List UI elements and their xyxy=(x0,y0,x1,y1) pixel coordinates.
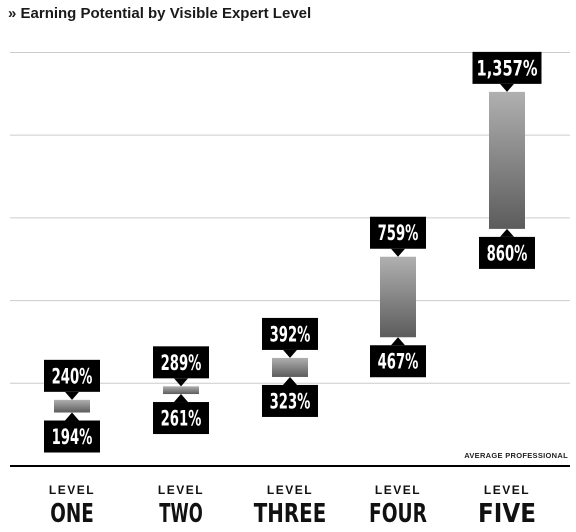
category-prefix-level-4: LEVEL xyxy=(375,483,421,497)
low-label-level-5-box xyxy=(479,236,535,269)
high-label-level-2: 289% xyxy=(153,346,209,387)
category-name-level-5: FIVE xyxy=(478,499,536,529)
low-label-level-5: 860% xyxy=(479,228,535,269)
low-label-level-2-text: 261% xyxy=(161,407,202,431)
high-label-level-2-box xyxy=(153,346,209,379)
bar-level-2 xyxy=(163,386,199,395)
bar-level-3 xyxy=(272,357,308,377)
category-name-level-1: ONE xyxy=(50,499,94,529)
high-label-level-1-pointer xyxy=(65,391,79,400)
low-label-level-5-text: 860% xyxy=(487,241,528,265)
low-label-level-3-box xyxy=(262,384,318,417)
low-label-level-1-pointer xyxy=(65,412,79,421)
high-label-level-5: 1,357% xyxy=(472,51,542,92)
low-label-level-1-text: 194% xyxy=(52,425,93,449)
high-label-level-3: 392% xyxy=(262,317,318,358)
low-label-level-1-box xyxy=(44,420,100,453)
category-prefix-level-2: LEVEL xyxy=(158,483,204,497)
low-label-level-1: 194% xyxy=(44,412,100,453)
bar-level-5 xyxy=(489,91,525,229)
high-label-level-4-box xyxy=(370,216,426,249)
low-label-level-5-pointer xyxy=(500,228,514,237)
bar-level-1 xyxy=(54,399,90,413)
high-label-level-3-text: 392% xyxy=(270,322,311,346)
high-label-level-4-text: 759% xyxy=(378,221,419,245)
bar-level-4 xyxy=(380,256,416,338)
category-name-level-3: THREE xyxy=(254,499,327,529)
high-label-level-2-pointer xyxy=(174,378,188,387)
high-label-level-3-pointer xyxy=(283,349,297,358)
high-label-level-5-text: 1,357% xyxy=(477,56,538,80)
baseline-label: AVERAGE PROFESSIONAL xyxy=(464,451,568,460)
high-label-level-5-pointer xyxy=(500,83,514,92)
bars xyxy=(54,91,525,413)
value-labels: 240% 194% 289% 261% 392% 323% 759% 467% 1,357% 86… xyxy=(44,51,542,453)
category-prefix-level-1: LEVEL xyxy=(49,483,95,497)
high-label-level-1-text: 240% xyxy=(52,364,93,388)
x-axis: AVERAGE PROFESSIONAL LEVEL ONE LEVEL TWO LEVE… xyxy=(10,451,570,529)
category-name-level-4: FOUR xyxy=(369,499,427,529)
low-label-level-3-pointer xyxy=(283,376,297,385)
category-prefix-level-3: LEVEL xyxy=(267,483,313,497)
category-prefix-level-5: LEVEL xyxy=(484,483,530,497)
low-label-level-4: 467% xyxy=(370,337,426,378)
low-label-level-4-text: 467% xyxy=(378,350,419,374)
high-label-level-2-text: 289% xyxy=(161,351,202,375)
low-label-level-4-pointer xyxy=(391,337,405,346)
high-label-level-3-box xyxy=(262,317,318,350)
low-label-level-3-text: 323% xyxy=(270,389,311,413)
low-label-level-2-box xyxy=(153,402,209,435)
high-label-level-4: 759% xyxy=(370,216,426,257)
high-label-level-5-box xyxy=(472,51,542,84)
low-label-level-4-box xyxy=(370,345,426,378)
low-label-level-3: 323% xyxy=(262,376,318,417)
low-label-level-2: 261% xyxy=(153,394,209,435)
chart-title: » Earning Potential by Visible Expert Le… xyxy=(8,5,312,22)
high-label-level-1: 240% xyxy=(44,359,100,400)
high-label-level-4-pointer xyxy=(391,248,405,257)
low-label-level-2-pointer xyxy=(174,394,188,403)
category-name-level-2: TWO xyxy=(159,499,203,529)
high-label-level-1-box xyxy=(44,359,100,392)
